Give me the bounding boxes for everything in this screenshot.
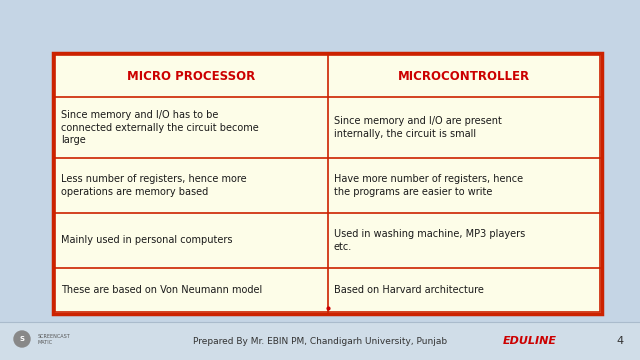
Bar [0,322,640,360]
Bar [53,53,602,314]
Circle shape [14,331,30,347]
Text: Since memory and I/O are present
internally, the circuit is small: Since memory and I/O are present interna… [333,116,501,139]
Text: S: S [19,336,24,342]
Bar [55,55,600,312]
Text: MICRO PROCESSOR: MICRO PROCESSOR [127,69,255,82]
Text: SCREENCAST: SCREENCAST [38,334,71,339]
Text: MICROCONTROLLER: MICROCONTROLLER [397,69,530,82]
Text: MATIC: MATIC [38,341,53,346]
Text: EDULINE: EDULINE [503,336,557,346]
Text: Since memory and I/O has to be
connected externally the circuit become
large: Since memory and I/O has to be connected… [61,110,259,145]
Text: Mainly used in personal computers: Mainly used in personal computers [61,235,232,245]
Text: Less number of registers, hence more
operations are memory based: Less number of registers, hence more ope… [61,174,246,197]
Text: Prepared By Mr. EBIN PM, Chandigarh University, Punjab: Prepared By Mr. EBIN PM, Chandigarh Univ… [193,337,447,346]
Text: Have more number of registers, hence
the programs are easier to write: Have more number of registers, hence the… [333,174,523,197]
Text: These are based on Von Neumann model: These are based on Von Neumann model [61,285,262,295]
Text: Based on Harvard architecture: Based on Harvard architecture [333,285,483,295]
Text: Used in washing machine, MP3 players
etc.: Used in washing machine, MP3 players etc… [333,229,525,252]
Text: 4: 4 [616,336,623,346]
